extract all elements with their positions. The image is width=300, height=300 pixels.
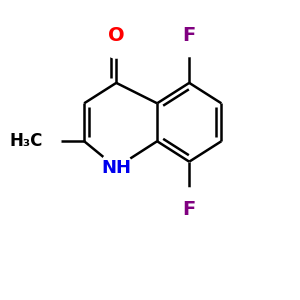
Circle shape <box>100 152 132 184</box>
Text: H₃C: H₃C <box>10 132 43 150</box>
Circle shape <box>103 32 129 58</box>
Text: F: F <box>183 200 196 219</box>
Text: F: F <box>183 26 196 45</box>
Circle shape <box>178 188 201 211</box>
Circle shape <box>26 124 61 159</box>
Circle shape <box>178 33 201 57</box>
Text: O: O <box>108 26 124 45</box>
Text: NH: NH <box>101 158 131 176</box>
